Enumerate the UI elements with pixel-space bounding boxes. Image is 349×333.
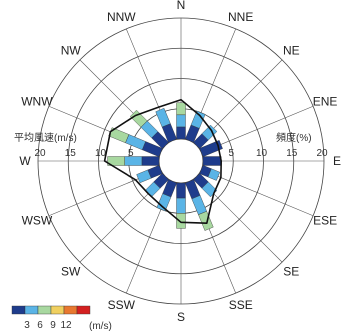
direction-label-NNW: NNW [107, 10, 136, 24]
direction-label-SSW: SSW [108, 298, 136, 312]
direction-label-NW: NW [61, 44, 82, 58]
bar-W-seg-0 [141, 156, 160, 166]
bar-N-seg-1 [176, 114, 186, 128]
bar-ESE-seg-1 [207, 168, 221, 181]
bar-WSW-seg-1 [136, 169, 152, 184]
right-axis-title: 頻度(%) [276, 131, 312, 144]
bar-N-seg-2 [176, 102, 186, 116]
bar-S-seg-2 [176, 213, 186, 229]
bar-W-seg-2 [107, 156, 125, 166]
direction-label-E: E [333, 154, 341, 168]
mean-speed-line [103, 98, 222, 224]
bar-S-seg-1 [176, 197, 186, 214]
left-axis-title: 平均風速(m/s) [14, 132, 77, 144]
direction-label-NNE: NNE [228, 10, 253, 24]
direction-label-SW: SW [61, 264, 81, 278]
grid-spoke [201, 169, 314, 217]
mean-speed-polyline [103, 98, 222, 224]
right-tick-20: 20 [316, 148, 328, 159]
legend-swatch-1 [24, 305, 39, 315]
direction-labels: N NNE NE ENE E ESE SE SSE S SSW SW WSW W WNW NW NNW [19, 0, 341, 324]
legend-swatch-2 [37, 305, 52, 315]
legend: 3 6 9 12 [11, 305, 91, 331]
left-tick-15: 15 [65, 148, 77, 159]
direction-label-WNW: WNW [21, 94, 53, 108]
direction-label-W: W [19, 154, 31, 168]
bar-S-seg-0 [176, 182, 186, 199]
bar-E-seg-0 [202, 156, 222, 166]
left-tick-20: 20 [34, 148, 46, 159]
direction-label-WSW: WSW [22, 214, 53, 228]
right-tick-15: 15 [286, 148, 298, 159]
legend-unit: (m/s) [89, 321, 112, 332]
bar-WNW-seg-2 [108, 127, 130, 144]
calm-circle [158, 138, 204, 184]
polar-grid [37, 17, 325, 305]
bar-SSE-seg-2 [198, 211, 214, 231]
direction-label-SE: SE [283, 264, 299, 278]
legend-label-3: 3 [24, 320, 30, 331]
legend-label-9: 9 [50, 320, 56, 331]
legend-label-12: 12 [60, 320, 72, 331]
direction-label-NE: NE [283, 44, 300, 58]
bar-N-seg-0 [176, 126, 186, 140]
legend-swatch-4 [63, 305, 78, 315]
direction-label-S: S [177, 310, 185, 324]
axis-ticks: 20 15 10 5 5 10 15 20 [34, 148, 328, 159]
left-tick-10: 10 [95, 148, 107, 159]
direction-label-ENE: ENE [313, 94, 338, 108]
direction-label-SSE: SSE [229, 298, 253, 312]
legend-label-6: 6 [37, 320, 43, 331]
left-tick-5: 5 [128, 148, 134, 159]
legend-swatch-0 [11, 305, 26, 315]
legend-swatch-3 [50, 305, 65, 315]
direction-label-ESE: ESE [313, 214, 337, 228]
bar-NNW-seg-1 [155, 107, 171, 128]
legend-swatch-5 [76, 305, 91, 315]
direction-label-N: N [177, 0, 186, 12]
right-tick-10: 10 [256, 148, 268, 159]
right-tick-5: 5 [229, 148, 235, 159]
